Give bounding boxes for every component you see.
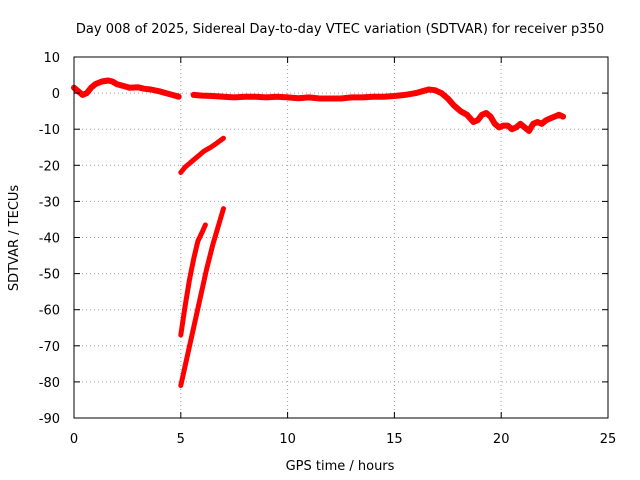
series-line-steep-2	[178, 206, 226, 388]
y-tick-label: 0	[52, 87, 60, 102]
y-tick-label: -70	[39, 340, 60, 355]
series-line-arc	[178, 135, 226, 175]
y-tick-label: -20	[39, 159, 60, 174]
x-axis-label: GPS time / hours	[286, 459, 395, 474]
series-layer	[71, 77, 567, 388]
series-line-main	[71, 77, 182, 100]
y-tick-label: -40	[39, 232, 60, 247]
y-tick-label: 10	[43, 51, 60, 66]
tick-layer: 0 5 10 15 20 25 10 0 -10 -20 -30 -40 -50 -60 -70 -80 -90	[39, 51, 617, 447]
y-tick-label: -10	[39, 123, 60, 138]
chart-title: Day 008 of 2025, Sidereal Day-to-day VTE…	[76, 22, 604, 37]
x-tick-label: 25	[600, 432, 617, 447]
y-tick-label: -90	[39, 412, 60, 427]
x-tick-label: 0	[70, 432, 78, 447]
grid-layer	[74, 57, 608, 418]
series-line-steep-1	[178, 222, 208, 338]
y-tick-label: -50	[39, 268, 60, 283]
y-axis-label: SDTVAR / TECUs	[7, 185, 22, 292]
x-tick-label: 10	[279, 432, 296, 447]
y-tick-label: -30	[39, 195, 60, 210]
x-tick-label: 15	[386, 432, 403, 447]
y-tick-label: -60	[39, 304, 60, 319]
y-tick-label: -80	[39, 376, 60, 391]
series-line-main-2	[190, 86, 567, 134]
x-tick-label: 5	[177, 432, 185, 447]
x-tick-label: 20	[493, 432, 510, 447]
